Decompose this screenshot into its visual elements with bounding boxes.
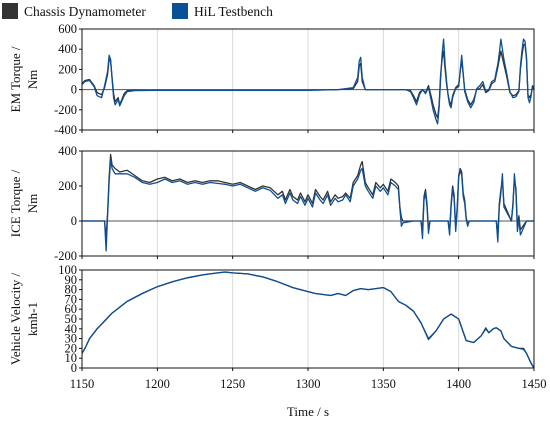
y-tick-label: 0 [71, 361, 77, 375]
y-tick-label: 200 [58, 62, 77, 76]
y-tick-label: -200 [54, 249, 77, 263]
x-tick-label: 1300 [296, 377, 321, 391]
y-tick-label: 10 [65, 351, 78, 365]
y-tick-label: 400 [58, 42, 77, 56]
y-tick-label: 40 [65, 322, 78, 336]
y-tick-label: 70 [65, 292, 78, 306]
x-tick-label: 1450 [522, 377, 547, 391]
y-axis-title: kmh-1 [25, 302, 40, 336]
y-tick-label: 0 [71, 214, 77, 228]
y-tick-label: 20 [65, 341, 78, 355]
x-tick-label: 1200 [145, 377, 170, 391]
legend-swatch [2, 3, 18, 19]
y-tick-label: 50 [65, 312, 78, 326]
series-line [82, 159, 534, 252]
x-tick-label: 1400 [446, 377, 471, 391]
y-tick-label: 60 [65, 302, 78, 316]
y-tick-label: 100 [58, 263, 77, 277]
legend-label: Chassis Dynamometer [24, 4, 146, 19]
y-tick-label: -400 [54, 123, 77, 137]
y-axis-title: Nm [25, 70, 40, 90]
x-axis-title: Time / s [287, 404, 329, 419]
x-tick-label: 1350 [371, 377, 396, 391]
y-axis-title: ICE Torque / [8, 169, 23, 237]
x-tick-label: 1150 [70, 377, 95, 391]
y-tick-label: 30 [65, 332, 78, 346]
panel-1: -400 -200 0 200 400 600 EM Torque / Nm [8, 22, 535, 137]
x-tick-label: 1250 [220, 377, 245, 391]
legend-swatch [172, 3, 188, 19]
series-line [81, 271, 535, 369]
series-line [81, 38, 535, 125]
panel-2: -200 0 200 400 ICE Torque / Nm [8, 144, 535, 263]
y-tick-label: 200 [58, 179, 77, 193]
y-tick-label: 400 [58, 144, 77, 158]
y-tick-label: 90 [65, 273, 78, 287]
y-axis-title: EM Torque / [8, 46, 23, 112]
legend-label: HiL Testbench [194, 4, 273, 19]
y-axis-title: Nm [25, 194, 40, 214]
y-tick-label: 80 [65, 283, 78, 297]
y-tick-label: -200 [54, 103, 77, 117]
y-axis-title: Vehicle Velocity / [8, 273, 23, 366]
y-tick-label: 600 [58, 22, 77, 36]
y-tick-label: 0 [71, 83, 77, 97]
